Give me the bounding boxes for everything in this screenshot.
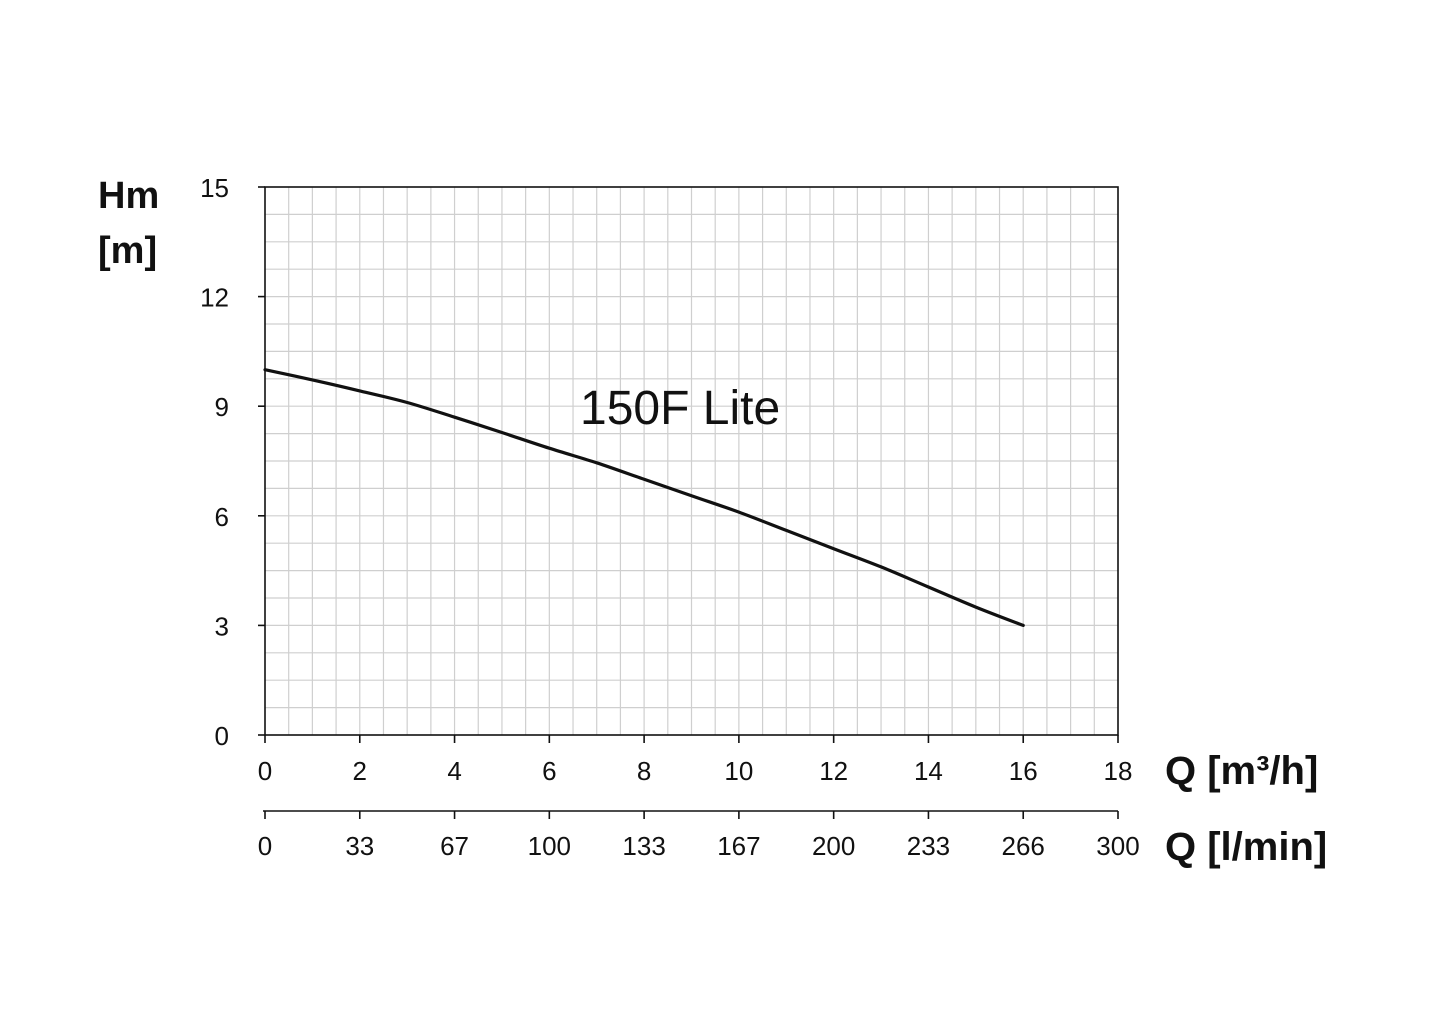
- secondary-x-tick-label: 0: [258, 831, 272, 861]
- y-axis-label-line1: Hm: [98, 175, 159, 217]
- y-tick-label: 3: [215, 611, 229, 641]
- y-tick-label: 15: [200, 173, 229, 203]
- plot-frame: [264, 186, 1119, 736]
- x-tick-label: 12: [819, 756, 848, 786]
- secondary-x-tick-label: 67: [440, 831, 469, 861]
- x-tick-label: 0: [258, 756, 272, 786]
- y-tick-label: 0: [215, 721, 229, 751]
- secondary-x-tick-label: 266: [1002, 831, 1045, 861]
- axes: 0 3 6 9 12 15 0 2 4 6 8 10 12 14 16 18 0 33 67 100 133 167 200…: [200, 173, 1140, 861]
- x-tick-label: 4: [447, 756, 461, 786]
- y-tick-label: 6: [215, 502, 229, 532]
- y-tick-label: 9: [215, 392, 229, 422]
- x-axis-label-secondary: Q [l/min]: [1165, 825, 1327, 869]
- x-tick-label: 8: [637, 756, 651, 786]
- series-layer: [263, 368, 1025, 627]
- x-tick-label: 14: [914, 756, 943, 786]
- pump-curve-line: [263, 368, 1025, 627]
- x-tick-label: 18: [1104, 756, 1133, 786]
- text-layer: Hm [m] Q [m³/h] Q [l/min] 150F Lite: [98, 175, 1327, 869]
- secondary-x-tick-label: 200: [812, 831, 855, 861]
- y-tick-label: 12: [200, 283, 229, 313]
- secondary-x-tick-label: 233: [907, 831, 950, 861]
- secondary-x-tick-label: 300: [1096, 831, 1139, 861]
- curve-annotation: 150F Lite: [580, 382, 780, 435]
- grid: [265, 187, 1118, 735]
- x-tick-label: 2: [353, 756, 367, 786]
- x-tick-label: 6: [542, 756, 556, 786]
- secondary-x-tick-label: 167: [717, 831, 760, 861]
- x-tick-label: 16: [1009, 756, 1038, 786]
- x-tick-label: 10: [724, 756, 753, 786]
- secondary-x-tick-label: 33: [345, 831, 374, 861]
- x-axis-label-primary: Q [m³/h]: [1165, 749, 1318, 793]
- y-axis-label-line2: [m]: [98, 230, 157, 272]
- secondary-x-tick-label: 133: [622, 831, 665, 861]
- secondary-x-tick-label: 100: [528, 831, 571, 861]
